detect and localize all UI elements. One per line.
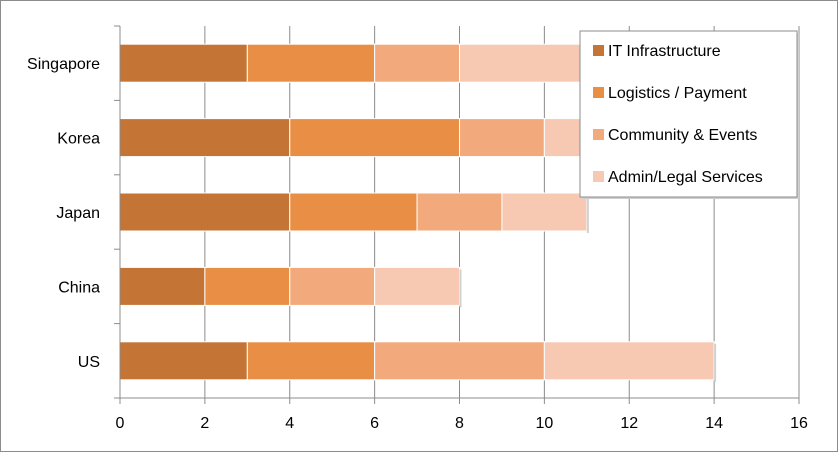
- legend-label-it-infrastructure: IT Infrastructure: [608, 43, 721, 60]
- legend-swatch-community-events: [593, 129, 604, 140]
- bar-japan-community-events: [416, 192, 503, 232]
- legend-swatch-logistics-payment: [593, 87, 604, 98]
- legend: IT Infrastructure Logistics / Payment Comm…: [579, 30, 799, 199]
- y-tick-label-china: China: [58, 279, 100, 296]
- x-tick-label-4: 4: [285, 415, 294, 432]
- bar-singapore-it-infrastructure: [119, 43, 248, 83]
- bar-japan-it-infrastructure: [119, 192, 291, 232]
- legend-swatch-it-infrastructure: [593, 45, 604, 56]
- x-tick-label-6: 6: [370, 415, 379, 432]
- y-tick-label-japan: Japan: [56, 205, 100, 222]
- bar-us-admin-legal-services: [543, 341, 715, 381]
- x-tick-label-8: 8: [455, 415, 464, 432]
- bar-japan-admin-legal-services: [501, 192, 588, 232]
- bar-korea-it-infrastructure: [119, 118, 291, 158]
- bar-korea-community-events: [459, 118, 545, 158]
- legend-label-admin-legal-services: Admin/Legal Services: [608, 169, 763, 186]
- bar-shadow-china: [459, 269, 462, 308]
- bar-china-it-infrastructure: [119, 266, 206, 306]
- bar-us-logistics-payment: [246, 341, 376, 381]
- legend-swatch-admin-legal-services: [593, 171, 604, 182]
- y-tick-label-singapore: Singapore: [27, 56, 100, 73]
- axes: [114, 25, 800, 404]
- bar-shadow-us: [714, 343, 717, 382]
- bar-china-logistics-payment: [204, 266, 291, 306]
- x-tick-label-0: 0: [116, 415, 125, 432]
- tick-labels: 0 2 4 6 8 10 12 14 16 Singapore Korea Japan China US: [27, 56, 808, 432]
- x-tick-label-2: 2: [200, 415, 209, 432]
- x-tick-label-14: 14: [705, 415, 723, 432]
- legend-label-logistics-payment: Logistics / Payment: [608, 85, 747, 102]
- bar-singapore-logistics-payment: [246, 43, 376, 83]
- x-tick-label-10: 10: [535, 415, 553, 432]
- bar-china-community-events: [289, 266, 376, 306]
- legend-label-community-events: Community & Events: [608, 127, 757, 144]
- bar-china-admin-legal-services: [374, 266, 460, 306]
- bar-singapore-admin-legal-services: [459, 43, 588, 83]
- bar-singapore-community-events: [374, 43, 460, 83]
- bar-korea-logistics-payment: [289, 118, 460, 158]
- y-tick-label-korea: Korea: [57, 131, 100, 148]
- y-tick-label-us: US: [78, 354, 100, 371]
- legend-box: [579, 30, 798, 198]
- bar-us-it-infrastructure: [119, 341, 248, 381]
- bar-shadow-japan: [586, 195, 589, 233]
- bar-japan-logistics-payment: [289, 192, 418, 232]
- bars: [119, 43, 717, 382]
- x-tick-label-12: 12: [620, 415, 638, 432]
- x-tick-label-16: 16: [790, 415, 808, 432]
- bar-us-community-events: [374, 341, 545, 381]
